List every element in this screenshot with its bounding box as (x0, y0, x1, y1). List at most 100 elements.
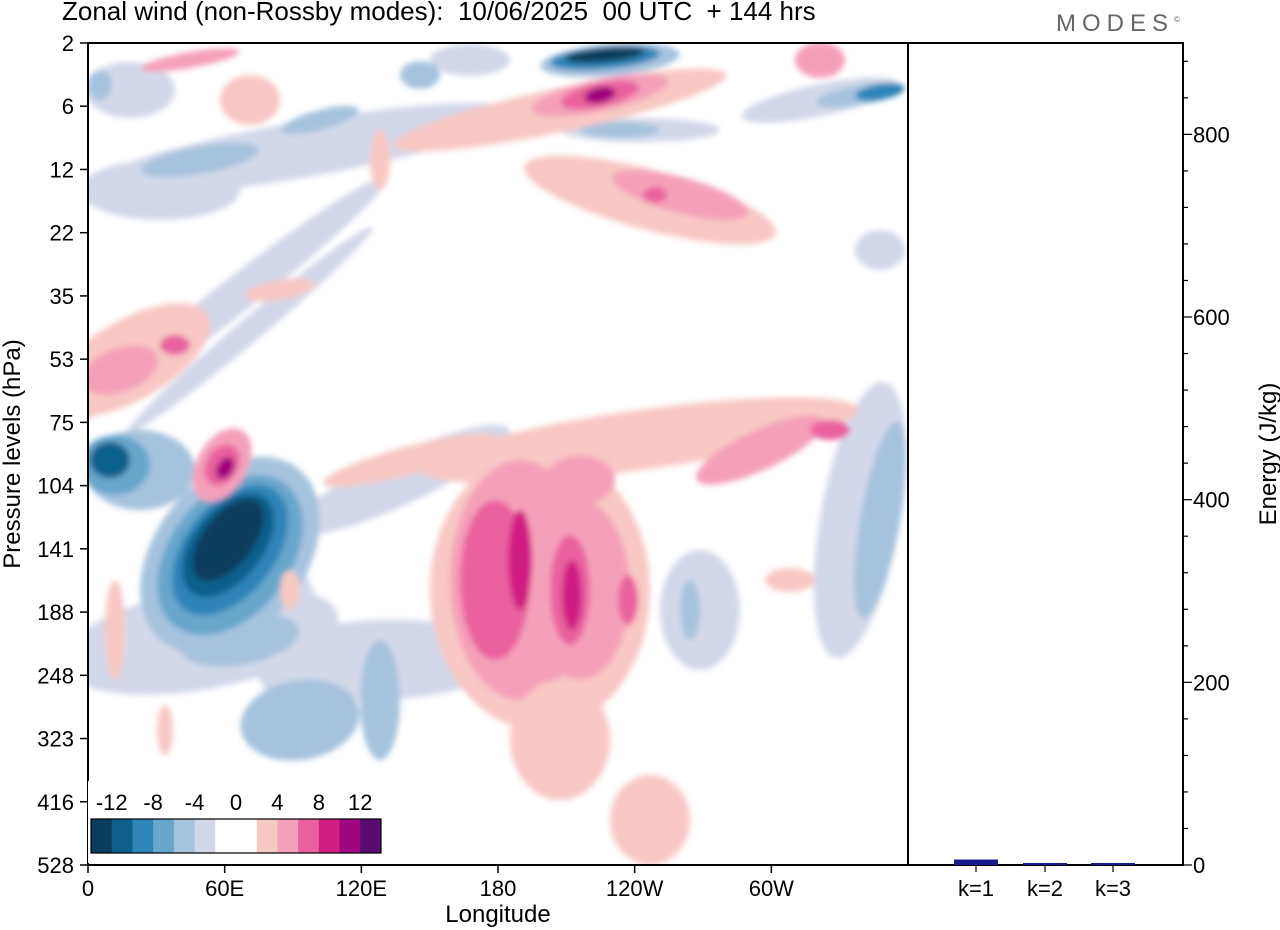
x-tick-label: 120W (606, 876, 664, 901)
contour-region (855, 83, 905, 101)
colorbar-label: 0 (230, 790, 242, 815)
y-tick-label: 528 (37, 853, 74, 878)
y-tick-label: 6 (62, 94, 74, 119)
colorbar-swatch (194, 819, 216, 853)
x-tick-label: 60W (749, 876, 794, 901)
colorbar: -12 -8 -4 0 4 8 12 (88, 781, 388, 863)
contour-region (680, 580, 700, 640)
contour-region (157, 705, 173, 755)
colorbar-swatch (215, 819, 237, 853)
energy-bar (1023, 863, 1067, 865)
contour-region (240, 679, 360, 761)
contour-region (695, 415, 825, 485)
contour-region (795, 43, 845, 78)
y-tick-label: 53 (50, 347, 74, 372)
colorbar-label: -8 (143, 790, 163, 815)
y-tick-label: 416 (37, 790, 74, 815)
contour-region (810, 420, 850, 440)
colorbar-label: 8 (313, 790, 325, 815)
energy-bar (954, 859, 998, 865)
contour-region (90, 442, 130, 478)
x-tick-label: 60E (205, 876, 244, 901)
x-tick-label: 0 (82, 876, 94, 901)
energy-bars: k=1 k=2 k=3 (954, 859, 1135, 901)
colorbar-swatch (173, 819, 195, 853)
colorbar-swatch (236, 819, 258, 853)
colorbar-swatch (318, 819, 340, 853)
contour-region (281, 105, 359, 135)
energy-tick-label: 0 (1193, 853, 1205, 878)
contour-region (580, 122, 660, 138)
colorbar-swatch (277, 819, 299, 853)
y-tick-label: 12 (50, 157, 74, 182)
contour-region (855, 230, 905, 270)
energy-bar (1091, 863, 1135, 865)
contour-region (510, 680, 610, 800)
contour-region (508, 510, 532, 610)
contour-region (584, 86, 616, 104)
contour-region (280, 570, 300, 610)
energy-tick-label: 600 (1193, 305, 1230, 330)
colorbar-swatch (153, 819, 175, 853)
contour-region (610, 775, 690, 865)
colorbar-swatch (360, 819, 382, 853)
contour-region (565, 47, 645, 63)
contour-region (853, 421, 907, 619)
contour-region (192, 499, 264, 581)
y-tick-label: 323 (37, 727, 74, 752)
colorbar-label: 4 (271, 790, 283, 815)
axes: 0 60E 120E 180 120W 60W 2 6 12 22 35 53 75 104 141 188 2… (37, 31, 1229, 901)
energy-category-label: k=1 (958, 876, 994, 901)
colorbar-swatch (132, 819, 154, 853)
energy-axis-title: Energy (J/kg) (1255, 383, 1280, 526)
colorbar-swatch (91, 819, 113, 853)
y-tick-label: 75 (50, 410, 74, 435)
y-tick-label: 35 (50, 284, 74, 309)
brand-logo: MODES© (1056, 10, 1180, 37)
energy-category-label: k=3 (1095, 876, 1131, 901)
contour-region (618, 575, 638, 625)
chart-title: Zonal wind (non-Rossby modes): 10/06/202… (62, 0, 816, 26)
colorbar-swatch (111, 819, 133, 853)
y-tick-label: 248 (37, 663, 74, 688)
colorbar-label: -12 (96, 790, 128, 815)
contour-region (140, 48, 240, 72)
y-tick-label: 141 (37, 537, 74, 562)
contour-region (140, 142, 260, 178)
contour-region (160, 335, 190, 355)
colorbar-swatch (298, 819, 320, 853)
contour-region (322, 433, 498, 487)
contour-region (88, 62, 175, 118)
y-axis-title: Pressure levels (hPa) (0, 339, 26, 568)
contour-region (612, 169, 748, 221)
colorbar-swatch (256, 819, 278, 853)
energy-tick-label: 400 (1193, 488, 1230, 513)
energy-category-label: k=2 (1027, 876, 1063, 901)
x-axis-title: Longitude (445, 901, 550, 928)
colorbar-swatch (339, 819, 361, 853)
colorbar-label: 12 (348, 790, 372, 815)
x-tick-label: 120E (336, 876, 387, 901)
x-tick-label: 180 (480, 876, 517, 901)
contour-region (545, 455, 615, 505)
contour-region (88, 70, 112, 100)
y-tick-label: 188 (37, 600, 74, 625)
contour-region (88, 345, 159, 395)
contour-region (360, 640, 400, 760)
contour-region (127, 226, 373, 434)
contour-region (370, 130, 390, 190)
contour-region (215, 456, 235, 480)
contour-region (430, 44, 510, 76)
contour-region (220, 75, 280, 125)
contour-region (88, 160, 240, 220)
colorbar-label: -4 (185, 790, 205, 815)
contour-region (105, 580, 125, 680)
energy-panel-frame (907, 42, 1184, 866)
contour-region (643, 187, 667, 203)
y-tick-label: 104 (37, 474, 74, 499)
contour-region (245, 278, 315, 302)
heatmap-fields (88, 43, 907, 865)
y-tick-label: 22 (50, 221, 74, 246)
contour-region (765, 568, 815, 592)
colorbar-frame (90, 818, 382, 854)
